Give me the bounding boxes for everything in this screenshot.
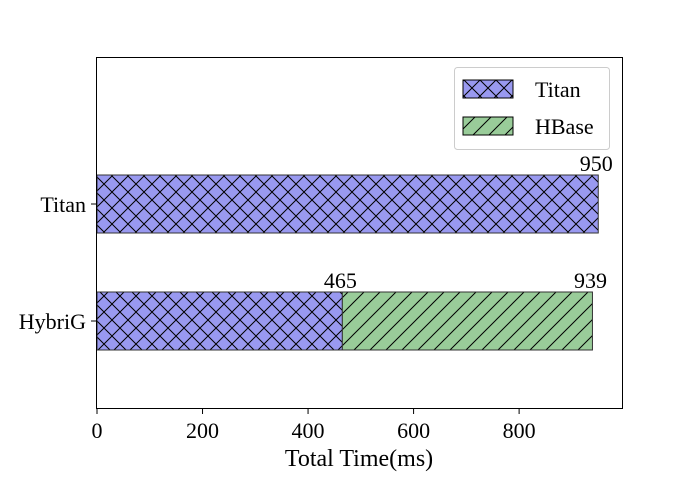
legend-swatch-hatch-titan	[462, 79, 514, 99]
x-tick-label-200: 200	[186, 418, 219, 443]
y-tick-label-titan: Titan	[40, 192, 86, 217]
x-axis: 0 200 400 600 800	[92, 408, 536, 443]
x-tick-label-600: 600	[397, 418, 430, 443]
legend-swatch-hatch-hbase	[462, 116, 514, 136]
legend: Titan HBase	[454, 67, 610, 150]
bar-hatch	[341, 291, 593, 351]
x-axis-title: Total Time(ms)	[285, 446, 433, 472]
y-tick-label-hybrig: HybriG	[19, 309, 86, 334]
y-axis: Titan HybriG	[19, 192, 97, 334]
bar-hatch	[96, 174, 599, 234]
x-tick-label-0: 0	[92, 418, 103, 443]
bar-hybrig-hbase	[341, 291, 593, 351]
x-tick-label-800: 800	[503, 418, 536, 443]
bar-hybrig-titan	[96, 291, 343, 351]
bar-hatch	[96, 291, 343, 351]
x-tick-label-400: 400	[292, 418, 325, 443]
bar-titan-titan	[96, 174, 599, 234]
data-label-hybrig-465: 465	[324, 268, 357, 293]
plot-frame	[96, 57, 623, 409]
legend-label-titan: Titan	[535, 77, 581, 102]
data-label-hybrig-939: 939	[574, 268, 607, 293]
legend-label-hbase: HBase	[535, 114, 594, 139]
data-labels-layer: 950 465 939	[324, 151, 613, 293]
data-label-titan-950: 950	[580, 151, 613, 176]
bars-layer	[96, 174, 599, 351]
